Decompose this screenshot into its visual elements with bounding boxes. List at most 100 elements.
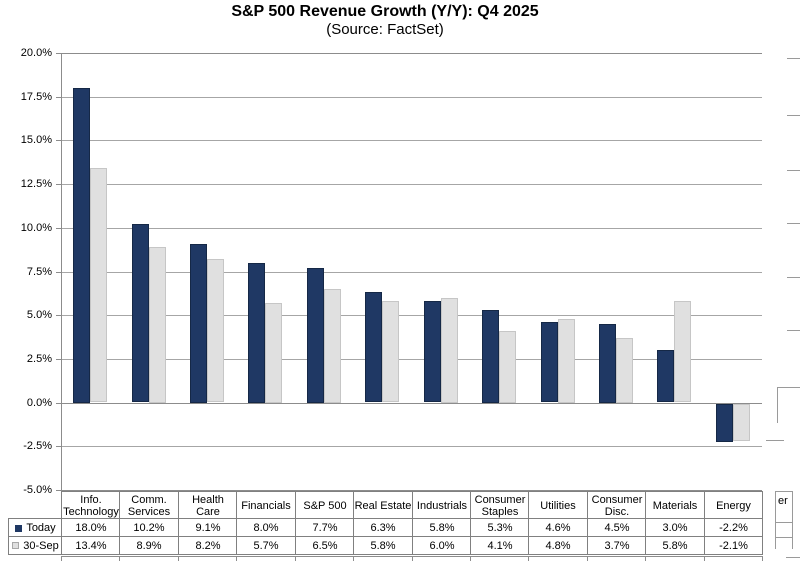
table-value-cell: 7.7%: [295, 518, 354, 537]
table-row-label-today: Today: [8, 518, 62, 537]
table-value-cell: 4.6%: [528, 518, 587, 537]
table-value-cell: 4.1%: [470, 536, 529, 555]
x-axis-tick: [704, 556, 705, 561]
gridline-stub: [787, 170, 800, 171]
table-row-label-30-sep: 30-Sep: [8, 536, 62, 555]
table-value-cell: 3.7%: [587, 536, 646, 555]
bar-30-sep-5: [324, 289, 341, 403]
x-axis-tick: [236, 556, 237, 561]
gridline: [61, 272, 762, 273]
legend-swatch-30-sep: [12, 542, 20, 549]
bar-30-sep-7: [441, 298, 458, 403]
y-axis-tick: [56, 490, 61, 491]
y-axis-label: 12.5%: [20, 178, 52, 190]
y-axis-tick: [56, 403, 61, 404]
x-axis-tick: [528, 556, 529, 561]
gridline-stub: [787, 277, 800, 278]
table-header-cell: Financials: [236, 491, 295, 519]
table-value-cell: 5.3%: [470, 518, 529, 537]
y-axis-label: 17.5%: [20, 91, 52, 103]
legend-label: Today: [26, 522, 56, 534]
plot-corner-stub: [777, 387, 778, 423]
table-value-cell: 4.8%: [528, 536, 587, 555]
bar-30-sep-11: [674, 301, 691, 402]
bar-30-sep-3: [207, 259, 224, 402]
y-axis-tick: [56, 359, 61, 360]
y-axis-tick: [56, 97, 61, 98]
y-axis-line: [61, 53, 62, 491]
gridline: [61, 140, 762, 141]
bar-today-6: [365, 292, 382, 402]
table-value-cell: 5.8%: [353, 536, 412, 555]
y-axis-label: 0.0%: [26, 397, 52, 409]
bar-30-sep-6: [382, 301, 399, 402]
table-value-cell: 3.0%: [645, 518, 704, 537]
y-axis-label: 15.0%: [20, 134, 52, 146]
table-header-cell: Utilities: [528, 491, 587, 519]
table-header-cell: Consumer Disc.: [587, 491, 646, 519]
table-value-cell: -2.2%: [704, 518, 763, 537]
x-axis-tick: [295, 556, 296, 561]
y-axis-tick: [56, 53, 61, 54]
table-value-cell: 10.2%: [119, 518, 178, 537]
gridline: [61, 446, 762, 447]
x-axis-tick: [119, 556, 120, 561]
x-axis-tick: [470, 556, 471, 561]
bar-today-5: [307, 268, 324, 403]
adjacent-table-partial-label: er: [778, 495, 788, 507]
bar-today-10: [599, 324, 616, 403]
table-fragment-border: [775, 491, 793, 492]
table-value-cell: 5.7%: [236, 536, 295, 555]
y-axis-label: -2.5%: [23, 440, 52, 452]
gridline: [61, 490, 762, 491]
gridline: [61, 315, 762, 316]
plot-corner-stub: [777, 387, 800, 388]
bar-today-11: [657, 350, 674, 402]
x-axis-tick: [178, 556, 179, 561]
table-value-cell: 4.5%: [587, 518, 646, 537]
gridline-stub: [787, 58, 800, 59]
bar-30-sep-12: [733, 404, 750, 441]
gridline-stub: [787, 330, 800, 331]
bar-30-sep-8: [499, 331, 516, 403]
table-value-cell: 6.5%: [295, 536, 354, 555]
gridline: [61, 228, 762, 229]
gridline: [61, 97, 762, 98]
bar-today-12: [716, 404, 733, 442]
y-axis-label: 7.5%: [26, 266, 52, 278]
bar-today-8: [482, 310, 499, 403]
table-value-cell: 13.4%: [61, 536, 120, 555]
y-axis-tick: [56, 446, 61, 447]
table-header-cell: Energy: [704, 491, 763, 519]
table-header-cell: S&P 500: [295, 491, 354, 519]
x-axis-tick: [353, 556, 354, 561]
table-value-cell: 6.3%: [353, 518, 412, 537]
y-axis-label: 5.0%: [26, 309, 52, 321]
table-header-cell: Industrials: [412, 491, 471, 519]
table-value-cell: -2.1%: [704, 536, 763, 555]
x-axis-line: [61, 556, 762, 557]
table-fragment-border: [775, 537, 793, 538]
table-value-cell: 5.8%: [412, 518, 471, 537]
table-header-cell: Health Care: [178, 491, 237, 519]
bar-today-4: [248, 263, 265, 403]
y-axis-tick: [56, 272, 61, 273]
x-axis-tick: [762, 556, 763, 561]
table-value-cell: 8.0%: [236, 518, 295, 537]
chart-title: S&P 500 Revenue Growth (Y/Y): Q4 2025: [231, 3, 539, 20]
legend-label: 30-Sep: [23, 539, 59, 552]
y-axis-tick: [56, 315, 61, 316]
y-axis-tick: [56, 228, 61, 229]
gridline: [61, 359, 762, 360]
table-value-cell: 9.1%: [178, 518, 237, 537]
table-header-cell: Consumer Staples: [470, 491, 529, 519]
bar-today-1: [73, 88, 90, 403]
bar-today-3: [190, 244, 207, 403]
y-axis-label: 2.5%: [26, 353, 52, 365]
table-header-cell: Real Estate: [353, 491, 412, 519]
bar-30-sep-2: [149, 247, 166, 403]
x-axis-tick: [412, 556, 413, 561]
bar-today-2: [132, 224, 149, 402]
